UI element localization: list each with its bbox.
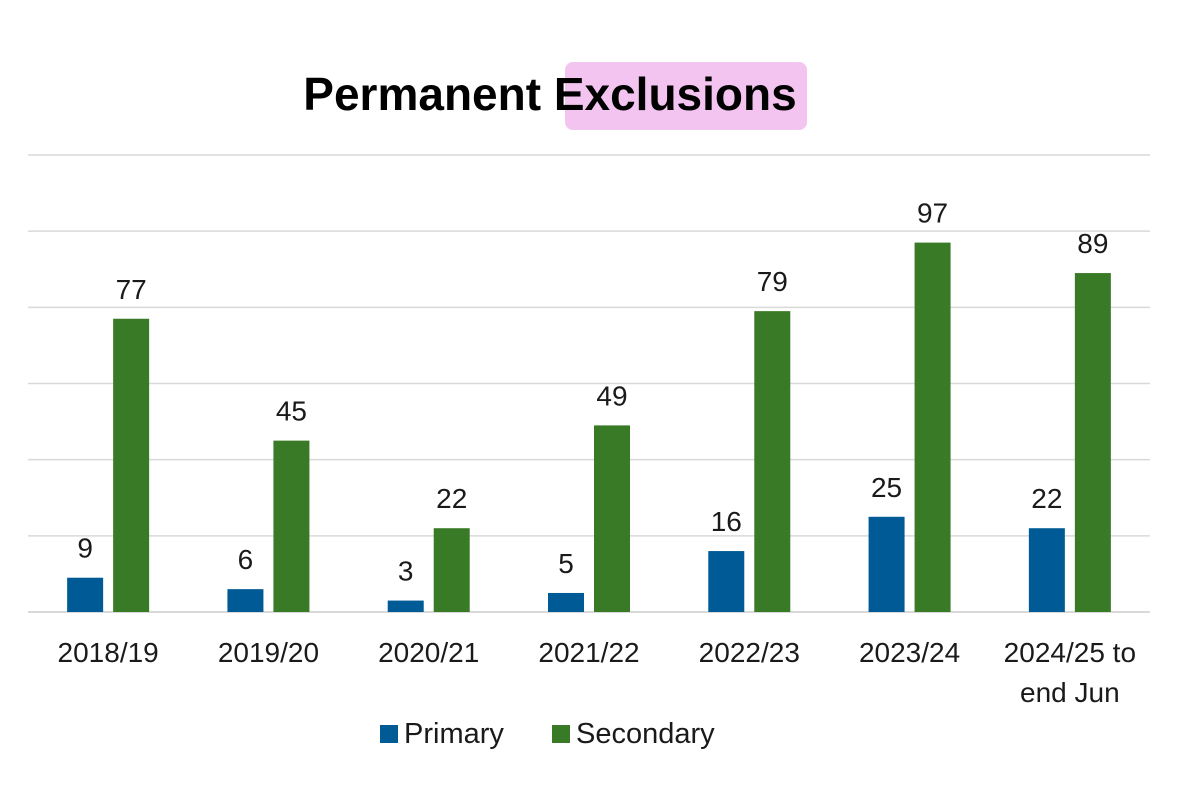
- data-label-secondary-6: 89: [1077, 228, 1108, 259]
- bar-primary-3: [548, 592, 584, 612]
- data-label-primary-5: 25: [871, 472, 902, 503]
- gridlines: [28, 154, 1150, 613]
- data-label-primary-4: 16: [711, 506, 742, 537]
- bar-secondary-2: [433, 528, 470, 612]
- bar-primary-1: [227, 589, 264, 612]
- x-tick-label-1: 2019/20: [218, 637, 319, 668]
- title-highlighted-word: Exclusions: [554, 68, 797, 120]
- x-tick-label-6: 2024/25 to end Jun: [1004, 637, 1136, 708]
- bar-primary-4: [708, 551, 745, 612]
- bar-secondary-3: [594, 425, 630, 612]
- data-label-primary-6: 22: [1031, 483, 1062, 514]
- bar-primary-2: [387, 600, 424, 612]
- data-label-secondary-1: 45: [276, 396, 307, 427]
- data-labels: 9 77 6 45 3 22 5 49 16 79 25 97 22 89: [77, 198, 1108, 587]
- data-label-primary-3: 5: [558, 548, 574, 579]
- x-tick-label-3: 2021/22: [538, 637, 639, 668]
- legend-swatch-secondary: [552, 725, 570, 743]
- bars: [67, 242, 1111, 612]
- x-tick-label-4: 2022/23: [699, 637, 800, 668]
- data-label-primary-0: 9: [77, 533, 93, 564]
- data-label-primary-1: 6: [238, 544, 254, 575]
- bar-primary-6: [1028, 528, 1065, 612]
- bar-primary-5: [868, 516, 905, 612]
- x-tick-label-0: 2018/19: [58, 637, 159, 668]
- data-label-secondary-2: 22: [436, 483, 467, 514]
- bar-secondary-5: [914, 242, 951, 612]
- bar-secondary-0: [113, 318, 150, 612]
- legend-label-primary: Primary: [404, 718, 504, 750]
- data-label-secondary-0: 77: [116, 274, 147, 305]
- bar-secondary-4: [754, 311, 791, 612]
- data-label-secondary-5: 97: [917, 198, 948, 229]
- title-highlight: [565, 62, 807, 130]
- data-label-secondary-3: 49: [596, 380, 627, 411]
- bar-secondary-6: [1074, 273, 1111, 612]
- legend: Primary Secondary: [380, 718, 715, 750]
- bar-primary-0: [67, 577, 104, 612]
- data-label-primary-2: 3: [398, 556, 414, 587]
- chart-title: Permanent Exclusions: [303, 68, 796, 120]
- legend-swatch-primary: [380, 725, 398, 743]
- x-axis-tick-labels: 2018/19 2019/20 2020/21 2021/22 2022/23 2023/…: [58, 637, 1136, 708]
- legend-label-secondary: Secondary: [576, 718, 715, 750]
- x-tick-label-2: 2020/21: [378, 637, 479, 668]
- data-label-secondary-4: 79: [757, 266, 788, 297]
- bar-secondary-1: [273, 440, 310, 612]
- x-tick-label-5: 2023/24: [859, 637, 960, 668]
